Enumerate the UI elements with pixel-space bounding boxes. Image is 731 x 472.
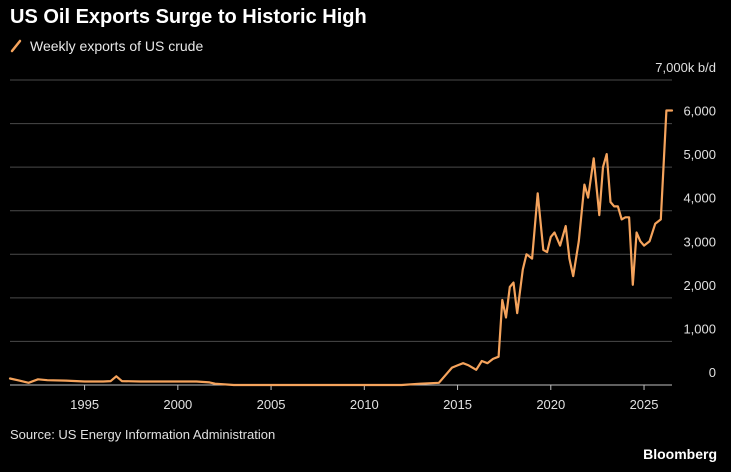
legend: Weekly exports of US crude	[10, 38, 203, 54]
y-tick-label: 5,000	[683, 147, 716, 162]
y-tick-label: 3,000	[683, 234, 716, 249]
gridlines	[10, 79, 672, 342]
axes: 0 1,000 2,000 3,000 4,000 5,000 6,000 7,000k b/…	[10, 60, 716, 412]
x-tick-label: 2025	[630, 397, 659, 412]
chart-title: US Oil Exports Surge to Historic High	[10, 6, 367, 28]
x-tick-label: 2000	[163, 397, 192, 412]
source-note: Source: US Energy Information Administra…	[10, 427, 276, 442]
y-tick-label: 6,000	[683, 104, 716, 119]
x-tick-label: 2020	[536, 397, 565, 412]
y-tick-label: 0	[709, 365, 716, 380]
series-layer	[8, 109, 674, 387]
series-line-0	[8, 109, 674, 387]
y-tick-label: 4,000	[683, 191, 716, 206]
brand-logo: Bloomberg	[643, 446, 717, 462]
x-tick-label: 1995	[70, 397, 99, 412]
y-tick-label: 1,000	[683, 321, 716, 336]
x-tick-label: 2010	[350, 397, 379, 412]
legend-line-icon	[10, 39, 22, 53]
legend-label: Weekly exports of US crude	[30, 38, 204, 54]
y-tick-label: 7,000k b/d	[655, 60, 716, 75]
x-tick-label: 2015	[443, 397, 472, 412]
y-tick-label: 2,000	[683, 278, 716, 293]
x-tick-label: 2005	[257, 397, 286, 412]
